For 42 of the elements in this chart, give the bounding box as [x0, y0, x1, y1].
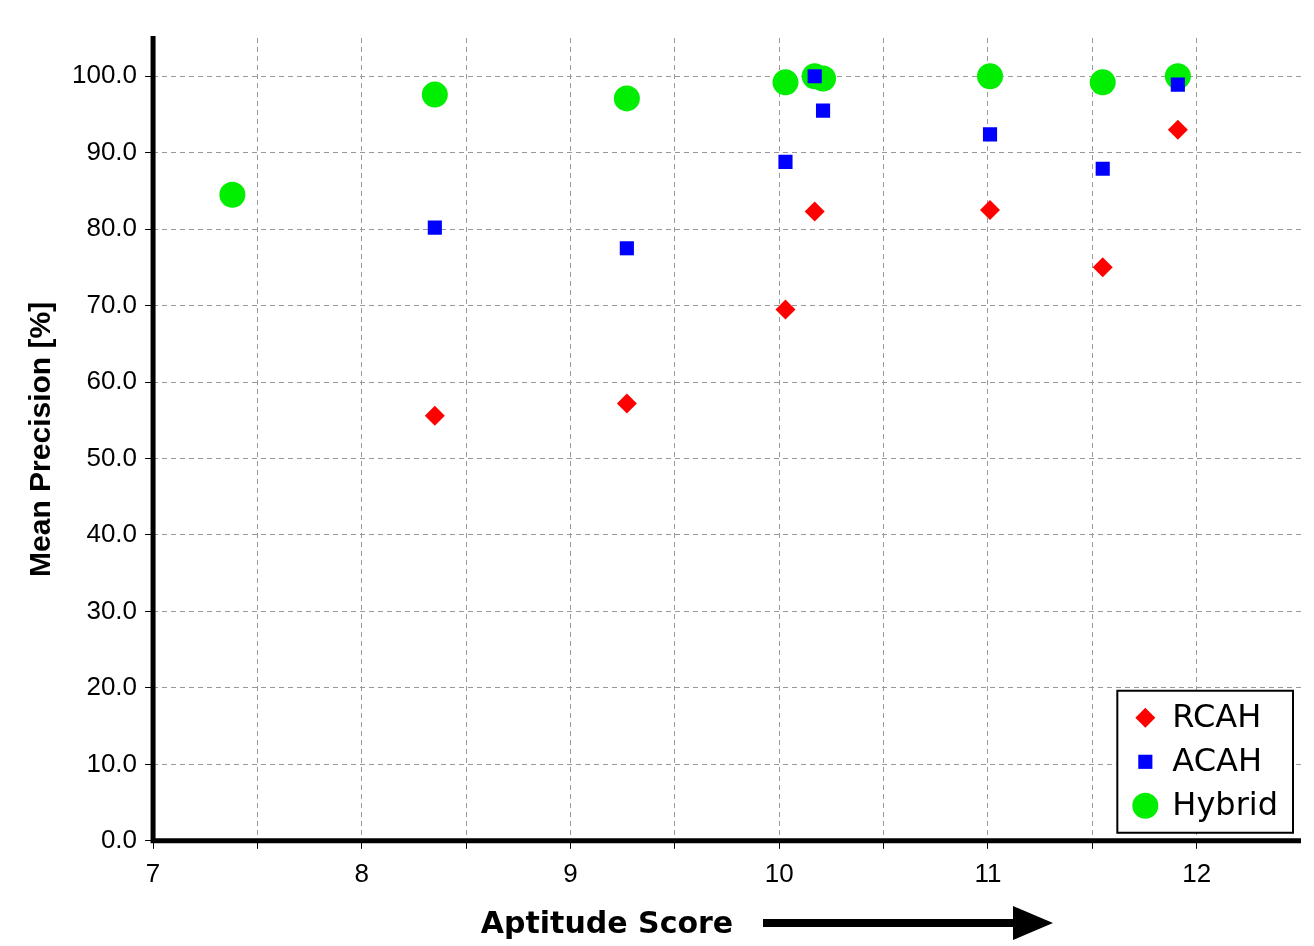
point [1089, 69, 1116, 96]
y-tick-label: 0.0 [100, 823, 138, 854]
point [219, 181, 246, 208]
x-tick-label: 9 [563, 857, 578, 888]
y-tick-label: 20.0 [86, 671, 138, 702]
x-tick-label: 12 [1182, 857, 1212, 888]
point [1167, 119, 1188, 140]
y-tick-label: 30.0 [86, 594, 138, 625]
y-tick-label: 70.0 [86, 288, 138, 319]
legend-label: ACAH [1172, 741, 1262, 780]
x-tick-label: 7 [145, 857, 161, 888]
legend-label: Hybrid [1172, 785, 1278, 824]
point [616, 393, 637, 414]
point [772, 69, 799, 96]
point [619, 241, 634, 256]
point [980, 200, 1001, 221]
y-tick-label: 10.0 [86, 747, 138, 778]
point [982, 127, 998, 142]
x-tick-label: 11 [974, 857, 1002, 888]
point [1170, 77, 1185, 92]
x-tick-label: 8 [354, 857, 370, 888]
x-tick-label: 10 [764, 857, 794, 888]
point [421, 81, 448, 108]
y-tick-label: 80.0 [86, 212, 138, 243]
y-tick-label: 60.0 [86, 365, 138, 396]
y-tick-label: 50.0 [86, 441, 138, 472]
point [977, 63, 1004, 90]
point [804, 201, 825, 222]
y-tick-label: 100.0 [71, 59, 138, 90]
point [1095, 161, 1110, 176]
y-tick-label: 40.0 [86, 518, 138, 549]
point [815, 103, 831, 118]
y-axis-title: Mean Precision [%] [23, 301, 57, 577]
legend-label: RCAH [1172, 697, 1262, 736]
point [1092, 257, 1113, 278]
x-axis-title: Aptitude Score [480, 905, 734, 940]
point [775, 299, 796, 320]
point [613, 85, 640, 112]
point [778, 154, 793, 169]
y-tick-label: 90.0 [86, 135, 138, 166]
point [424, 405, 445, 426]
point [427, 220, 442, 235]
